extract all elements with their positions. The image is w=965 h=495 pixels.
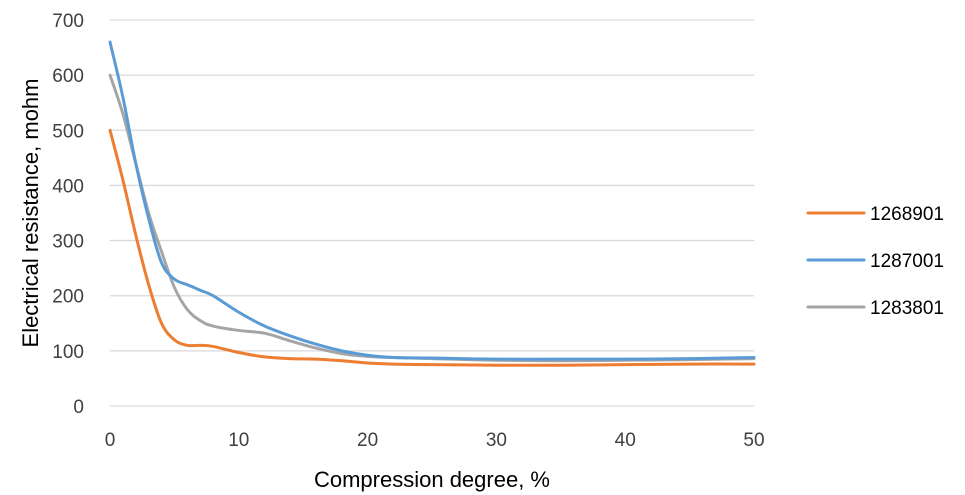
x-tick-label: 0 bbox=[105, 430, 116, 451]
legend-label: 1287001 bbox=[870, 251, 944, 272]
series-line-1268901 bbox=[108, 128, 756, 367]
y-tick-label: 600 bbox=[52, 66, 84, 87]
y-axis-title: Electrical resistance, mohm bbox=[18, 79, 43, 348]
plot-area bbox=[108, 40, 756, 367]
x-tick-label: 10 bbox=[228, 430, 249, 451]
y-tick-label: 100 bbox=[52, 342, 84, 363]
x-axis-ticks: 0 10 20 30 40 50 bbox=[105, 430, 765, 451]
x-tick-label: 20 bbox=[357, 430, 378, 451]
y-tick-label: 0 bbox=[73, 397, 84, 418]
y-tick-label: 400 bbox=[52, 176, 84, 197]
legend: 1268901 1287001 1283801 bbox=[806, 204, 944, 319]
legend-label: 1283801 bbox=[870, 298, 944, 319]
x-tick-label: 50 bbox=[743, 430, 764, 451]
series-line-1283801 bbox=[108, 73, 756, 363]
series-line-1287001 bbox=[108, 40, 756, 361]
x-tick-label: 40 bbox=[615, 430, 636, 451]
gridlines bbox=[110, 19, 754, 407]
legend-label: 1268901 bbox=[870, 204, 944, 225]
y-tick-label: 200 bbox=[52, 287, 84, 308]
x-tick-label: 30 bbox=[486, 430, 507, 451]
y-tick-label: 500 bbox=[52, 121, 84, 142]
y-tick-label: 300 bbox=[52, 232, 84, 253]
x-axis-title: Compression degree, % bbox=[314, 467, 550, 492]
y-tick-label: 700 bbox=[52, 11, 84, 32]
y-axis-ticks: 0 100 200 300 400 500 600 700 bbox=[52, 11, 84, 418]
